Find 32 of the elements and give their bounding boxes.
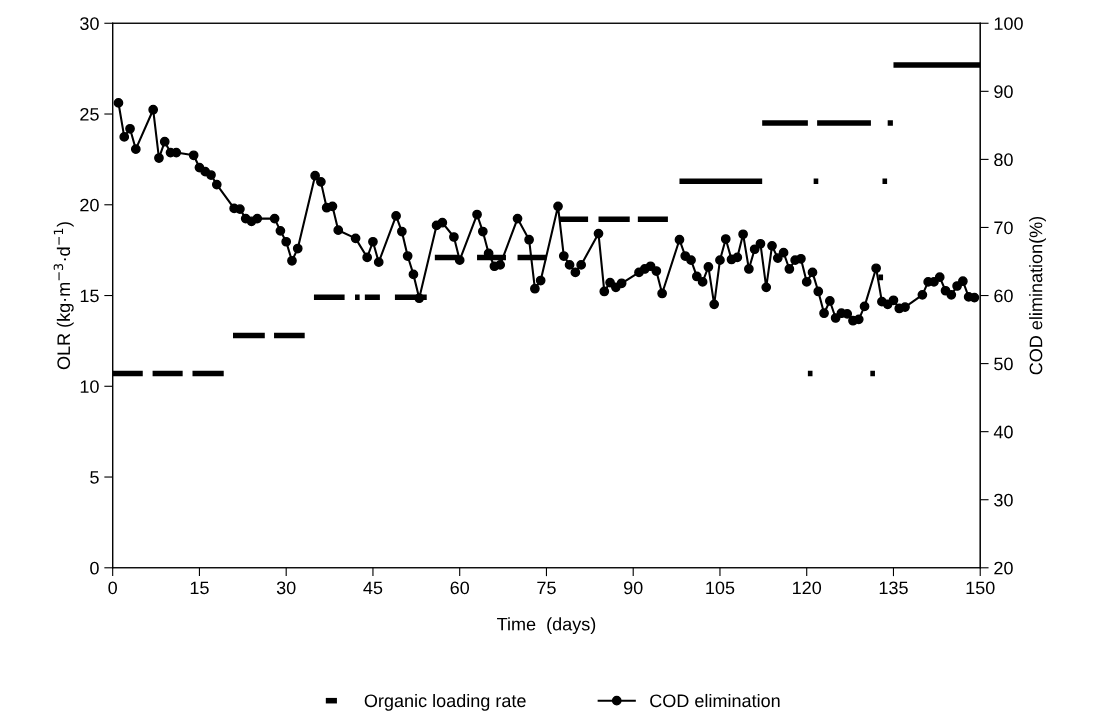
y2-tick-label: 20 xyxy=(994,561,1013,575)
x-tick-label: 0 xyxy=(108,581,117,595)
y-tick-label: 20 xyxy=(80,198,99,212)
y2-tick-label: 90 xyxy=(994,85,1013,99)
x-tick-label: 120 xyxy=(793,581,822,595)
y-axis-title: OLR (kg·m$^{−3}$·d$^{−1}$) xyxy=(53,222,74,370)
y-tick-label: 10 xyxy=(80,380,99,393)
y-tick-label: 25 xyxy=(80,107,99,121)
x-tick-label: 30 xyxy=(276,581,296,595)
x-tick-label: 60 xyxy=(450,581,470,595)
x-tick-label: 135 xyxy=(879,581,908,595)
y2-tick-label: 40 xyxy=(993,425,1013,439)
y2-tick-label: 30 xyxy=(994,493,1013,507)
y2-tick-label: 70 xyxy=(994,221,1013,235)
y-tick-label: 0 xyxy=(90,561,99,575)
y2-axis-title: COD elimination(%) xyxy=(1029,216,1046,375)
x-tick-label: 75 xyxy=(537,581,556,595)
x-tick-label: 105 xyxy=(706,581,735,595)
y2-tick-label: 50 xyxy=(994,357,1013,371)
x-axis-title: Time (days) xyxy=(497,617,596,635)
y2-tick-label: 80 xyxy=(994,153,1013,167)
x-tick-label: 150 xyxy=(966,581,995,595)
x-tick-label: 90 xyxy=(624,581,643,595)
x-tick-label: 15 xyxy=(190,581,209,595)
x-tick-label: 45 xyxy=(363,581,383,595)
legend-label: COD elimination xyxy=(650,693,780,708)
y-tick-label: 5 xyxy=(90,471,99,484)
legend-label: Organic loading rate xyxy=(364,693,526,711)
y2-tick-label: 100 xyxy=(994,17,1023,30)
y-tick-label: 15 xyxy=(80,289,99,303)
y-tick-label: 30 xyxy=(80,17,99,30)
y2-tick-label: 60 xyxy=(994,289,1013,303)
